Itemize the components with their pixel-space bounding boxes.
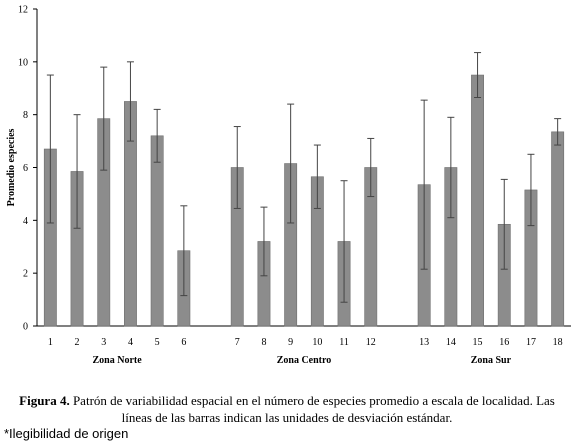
x-tick-label: 12 bbox=[366, 337, 376, 348]
x-tick-label: 18 bbox=[553, 337, 563, 348]
x-tick-label: 15 bbox=[473, 337, 483, 348]
y-tick-label: 10 bbox=[18, 57, 28, 68]
chart-error-bars bbox=[46, 52, 562, 303]
chart-axes bbox=[33, 8, 571, 327]
group-label: Zona Sur bbox=[471, 355, 512, 366]
x-tick-label: 9 bbox=[288, 337, 293, 348]
group-label: Zona Norte bbox=[93, 355, 143, 366]
y-axis-title: Promedio especies bbox=[6, 128, 17, 206]
caption-label: Figura 4. bbox=[19, 393, 70, 408]
y-tick-label: 8 bbox=[23, 110, 28, 121]
chart-bars bbox=[43, 74, 565, 327]
bar bbox=[150, 135, 164, 327]
x-tick-label: 11 bbox=[339, 337, 349, 348]
caption-text: Patrón de variabilidad espacial en el nú… bbox=[69, 393, 555, 425]
x-tick-label: 16 bbox=[499, 337, 509, 348]
x-tick-label: 5 bbox=[155, 337, 160, 348]
figure-caption: Figura 4. Patrón de variabilidad espacia… bbox=[4, 392, 570, 426]
x-tick-label: 13 bbox=[419, 337, 429, 348]
y-tick-label: 6 bbox=[23, 163, 28, 174]
bar bbox=[471, 74, 484, 327]
x-tick-label: 3 bbox=[101, 337, 106, 348]
x-tick-label: 14 bbox=[446, 337, 456, 348]
y-tick-label: 0 bbox=[23, 322, 28, 333]
x-tick-label: 2 bbox=[75, 337, 80, 348]
y-tick-label: 2 bbox=[23, 269, 28, 280]
x-tick-label: 4 bbox=[128, 337, 133, 348]
bar bbox=[551, 131, 565, 327]
footnote: *Ilegibilidad de origen bbox=[4, 426, 129, 441]
x-tick-label: 8 bbox=[261, 337, 266, 348]
x-tick-label: 1 bbox=[48, 337, 53, 348]
x-tick-label: 7 bbox=[235, 337, 240, 348]
group-label: Zona Centro bbox=[277, 355, 332, 366]
x-tick-label: 17 bbox=[526, 337, 536, 348]
y-tick-label: 4 bbox=[23, 216, 28, 227]
y-tick-label: 12 bbox=[18, 5, 28, 16]
x-tick-label: 6 bbox=[181, 337, 186, 348]
x-tick-label: 10 bbox=[312, 337, 322, 348]
